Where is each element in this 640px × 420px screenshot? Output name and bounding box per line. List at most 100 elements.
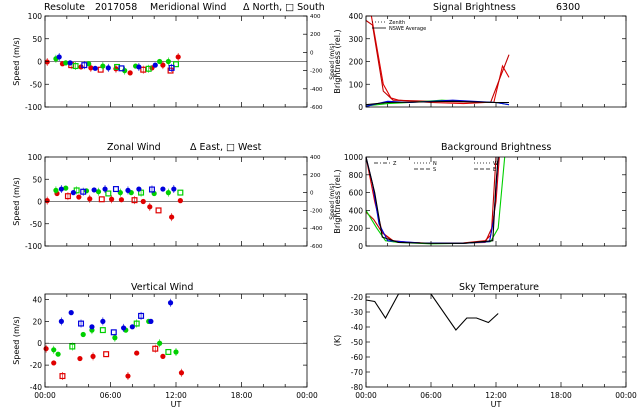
y-tick-label: -50 (30, 80, 42, 89)
data-point (86, 61, 92, 67)
y-tick-label: 100 (28, 12, 43, 21)
y-tick-label: 0 (358, 103, 363, 112)
series-line (366, 15, 510, 105)
y-tick-label: 50 (32, 175, 42, 184)
y-tick-label: 800 (349, 171, 364, 180)
data-point (173, 61, 180, 68)
y-tick-label: -100 (25, 242, 42, 251)
y-tick-label: -80 (351, 383, 363, 392)
chart-title-background-0: Background Brightness (441, 142, 551, 153)
data-point (76, 194, 82, 200)
x-tick-label: 00:00 (34, 391, 56, 400)
y-tick-label: 100 (28, 153, 43, 162)
data-point (68, 310, 74, 316)
y-tick-label: 40 (32, 295, 42, 304)
data-point (127, 70, 133, 76)
plot-area-vertical (43, 298, 185, 381)
data-point (63, 60, 69, 66)
y-axis-label: Speed (m/s) (12, 37, 21, 86)
chart-title-meridional-2: Meridional Wind (150, 2, 226, 13)
plot-frame (44, 293, 308, 388)
chart-title-meridional-1: 2017058 (95, 2, 137, 13)
data-point (160, 353, 166, 359)
y-tick-label: -50 (351, 338, 363, 347)
data-point (99, 327, 106, 334)
y-tick-label: 0 (37, 58, 42, 67)
legend-label: Zenith (389, 20, 405, 26)
chart-title-meridional-0: Resolute (44, 2, 85, 13)
data-point (63, 185, 69, 191)
y-tick-label: 20 (32, 317, 42, 326)
y-tick-label: 100 (349, 80, 364, 89)
data-point (103, 351, 110, 358)
y-tick-label: 200 (349, 224, 364, 233)
y-tick-label: 0 (37, 198, 42, 207)
data-point (129, 324, 135, 330)
y-tick-label: -20 (30, 361, 42, 370)
chart-signal: Signal Brightness 6300 0 100 200 300 400 Bright… (333, 2, 627, 112)
y-tick-label: 600 (349, 189, 364, 198)
chart-title-zonal-1: Δ East, □ West (190, 142, 262, 153)
x-tick-label: 18:00 (550, 391, 572, 400)
x-axis-label: UT (171, 400, 182, 409)
chart-meridional: Resolute 2017058 Meridional Wind Δ North, □… (12, 2, 336, 112)
y-right-tick-label: -200 (310, 208, 323, 214)
series-line (365, 156, 497, 244)
y-tick-label: 300 (349, 35, 364, 44)
y-right-tick-label: -600 (310, 244, 323, 250)
x-tick-label: 06:00 (420, 391, 442, 400)
chart-title-vertical-0: Vertical Wind (131, 282, 193, 293)
series-line (365, 293, 499, 331)
y-right-axis-label: Speed (m/s) (329, 43, 336, 79)
data-point (98, 196, 105, 203)
y-right-tick-label: 200 (310, 173, 321, 179)
y-right-tick-label: 0 (310, 191, 314, 197)
data-point (140, 198, 146, 205)
y-tick-label: -30 (351, 308, 363, 317)
y-axis-label: Speed (m/s) (12, 177, 21, 226)
y-right-tick-label: 0 (310, 50, 314, 56)
y-right-tick-label: 400 (310, 155, 321, 161)
y-axis-label: Speed (m/s) (12, 316, 21, 365)
data-point (155, 207, 162, 214)
data-point (51, 360, 57, 366)
y-right-axis-label: Speed (m/s) (329, 183, 336, 219)
chart-vertical: Vertical Wind -40 -20 0 20 40 Speed (m/s) 00:00… (12, 282, 318, 409)
plot-area-meridional (44, 52, 181, 76)
data-point (148, 318, 154, 324)
x-axis-label: UT (491, 400, 502, 409)
x-tick-label: 18:00 (231, 391, 253, 400)
data-point (89, 324, 95, 330)
y-tick-label: 200 (349, 58, 364, 67)
y-tick-label: -50 (30, 220, 42, 229)
plot-frame (365, 293, 627, 388)
data-point (67, 60, 73, 66)
data-point (177, 198, 183, 204)
chart-background: Background Brightness 0 200 400 600 800 1000Br… (333, 142, 627, 251)
legend-label: N (433, 161, 437, 167)
y-tick-label: 50 (32, 35, 42, 44)
data-point (92, 65, 98, 71)
data-point (112, 186, 119, 193)
y-tick-label: 400 (349, 206, 364, 215)
y-tick-label: 400 (349, 12, 364, 21)
y-right-tick-label: 400 (310, 14, 321, 20)
legend-label: NSWE Average (389, 26, 426, 32)
x-tick-label: 00:00 (615, 391, 637, 400)
data-point (70, 190, 76, 196)
chart-title-signal-1: 6300 (556, 2, 580, 13)
x-tick-label: 06:00 (100, 391, 122, 400)
plot-area-signal (365, 15, 510, 107)
y-tick-label: 0 (37, 339, 42, 348)
chart-title-signal-0: Signal Brightness (433, 2, 516, 13)
data-point (160, 186, 166, 192)
legend-label: E (493, 167, 496, 173)
data-point (152, 62, 158, 68)
legend-label: S (433, 167, 436, 173)
y-axis-label: Brightness (rel.) (333, 169, 342, 233)
data-point (177, 189, 184, 196)
y-tick-label: -70 (351, 368, 363, 377)
y-tick-label: -60 (351, 353, 363, 362)
y-tick-label: -100 (25, 103, 42, 112)
